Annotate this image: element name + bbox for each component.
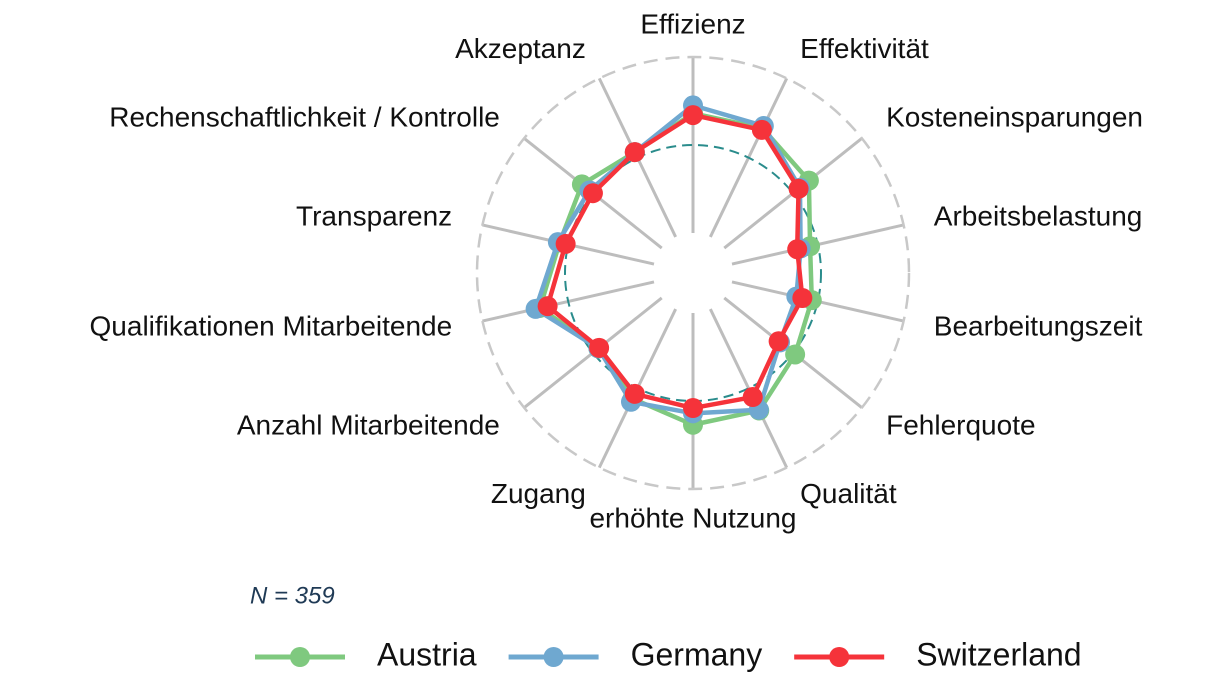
caption: N = 359 xyxy=(250,582,335,609)
series-point xyxy=(768,331,789,352)
series-point xyxy=(742,387,763,408)
axis-label: Effektivität xyxy=(800,33,929,64)
series-point xyxy=(589,337,610,358)
axis-label: Qualität xyxy=(800,478,897,509)
axis-label: Rechenschaftlichkeit / Kontrolle xyxy=(109,101,500,132)
series-point xyxy=(751,119,772,140)
axis-label: Zugang xyxy=(491,478,586,509)
axis-label: Qualifikationen Mitarbeitende xyxy=(90,310,453,341)
series-point xyxy=(537,296,558,317)
series-point xyxy=(683,105,703,126)
axis-label: Effizienz xyxy=(640,8,745,39)
axis-label: Bearbeitungszeit xyxy=(934,310,1143,341)
series-point xyxy=(788,178,809,199)
series-point xyxy=(792,287,813,308)
axis-label: Akzeptanz xyxy=(455,33,586,64)
series-line xyxy=(545,112,805,411)
axis-label: Arbeitsbelastung xyxy=(934,200,1143,231)
grid-circle xyxy=(475,55,911,491)
axis-label: erhöhte Nutzung xyxy=(589,502,796,533)
legend-point xyxy=(829,647,850,667)
legend-point xyxy=(543,647,564,667)
series-point xyxy=(624,383,645,404)
series-point xyxy=(582,183,603,204)
legend-label: Germany xyxy=(631,636,763,672)
axis-label: Kosteneinsparungen xyxy=(886,101,1143,132)
series-point xyxy=(624,142,645,163)
series-point xyxy=(555,233,576,254)
legend-point xyxy=(290,647,310,667)
legend-label: Austria xyxy=(377,636,477,672)
axis-label: Transparenz xyxy=(296,200,452,231)
axis-label: Fehlerquote xyxy=(886,409,1035,440)
series-point xyxy=(787,239,808,260)
series-point xyxy=(683,398,703,419)
legend-label: Switzerland xyxy=(916,636,1081,672)
axis-label: Anzahl Mitarbeitende xyxy=(237,409,500,440)
series-point xyxy=(785,344,806,365)
